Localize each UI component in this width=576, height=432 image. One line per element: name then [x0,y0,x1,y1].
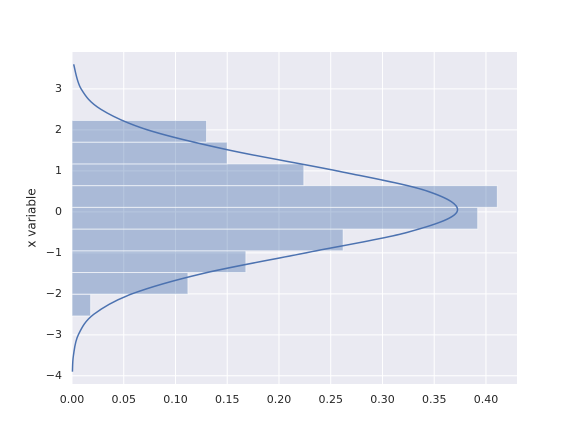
x-tick-label: 0.10 [163,393,188,406]
bar [71,228,344,252]
plot-area [72,52,517,384]
y-tick-label: 1 [55,164,62,177]
y-tick-label: 2 [55,123,62,136]
y-tick-label: 0 [55,205,62,218]
y-tick-label: 3 [55,82,62,95]
y-axis-label: x variable [25,188,39,247]
x-tick-label: 0.25 [318,393,343,406]
y-tick-label: −2 [46,287,62,300]
bar [71,185,498,208]
x-tick-label: 0.30 [370,393,395,406]
bar [71,206,479,230]
y-tick-label: −4 [46,369,62,382]
kde-line [71,64,459,372]
bar [71,272,189,295]
x-tick-label: 0.40 [474,393,499,406]
x-tick-label: 0.15 [215,393,240,406]
bar [71,141,228,165]
bar [71,119,208,143]
x-tick-label: 0.35 [422,393,447,406]
bar [71,293,92,317]
y-tick-label: −3 [46,328,62,341]
y-tick-label: −1 [46,246,62,259]
x-tick-label: 0.00 [60,393,85,406]
bar [71,163,305,187]
x-tick-label: 0.20 [267,393,292,406]
x-tick-label: 0.05 [111,393,136,406]
